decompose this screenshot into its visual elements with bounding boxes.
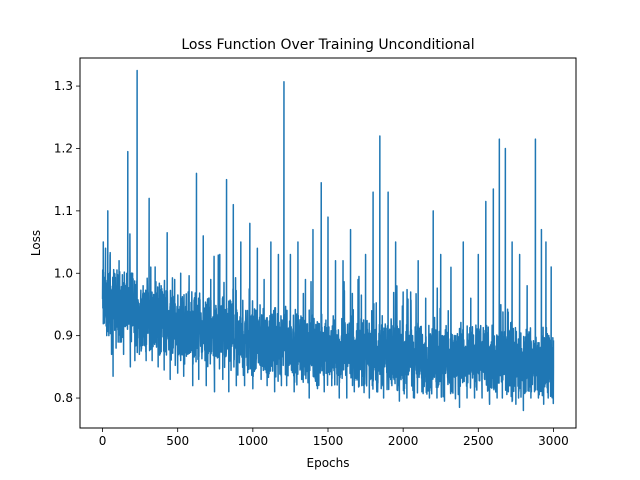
y-tick-label: 1.2 (54, 141, 73, 155)
x-tick-label: 500 (166, 434, 189, 448)
x-tick-label: 2500 (463, 434, 494, 448)
x-tick-label: 3000 (538, 434, 569, 448)
y-axis-label: Loss (29, 230, 43, 256)
x-axis: 0 500 1000 1500 2000 2500 3000 (99, 428, 569, 448)
plot-area (101, 69, 555, 412)
x-tick-label: 0 (99, 434, 107, 448)
y-tick-label: 1.3 (54, 79, 73, 93)
y-tick-label: 0.9 (54, 329, 73, 343)
x-axis-label: Epochs (307, 456, 350, 470)
x-tick-label: 1000 (238, 434, 269, 448)
x-tick-label: 1500 (313, 434, 344, 448)
y-tick-label: 0.8 (54, 391, 73, 405)
chart-title: Loss Function Over Training Unconditiona… (181, 37, 474, 53)
x-tick-label: 2000 (388, 434, 419, 448)
series-layer (101, 69, 555, 412)
y-tick-label: 1.1 (54, 204, 73, 218)
series-line-0 (101, 69, 555, 412)
y-axis: 0.8 0.9 1.0 1.1 1.2 1.3 (54, 79, 80, 405)
y-tick-label: 1.0 (54, 266, 73, 280)
